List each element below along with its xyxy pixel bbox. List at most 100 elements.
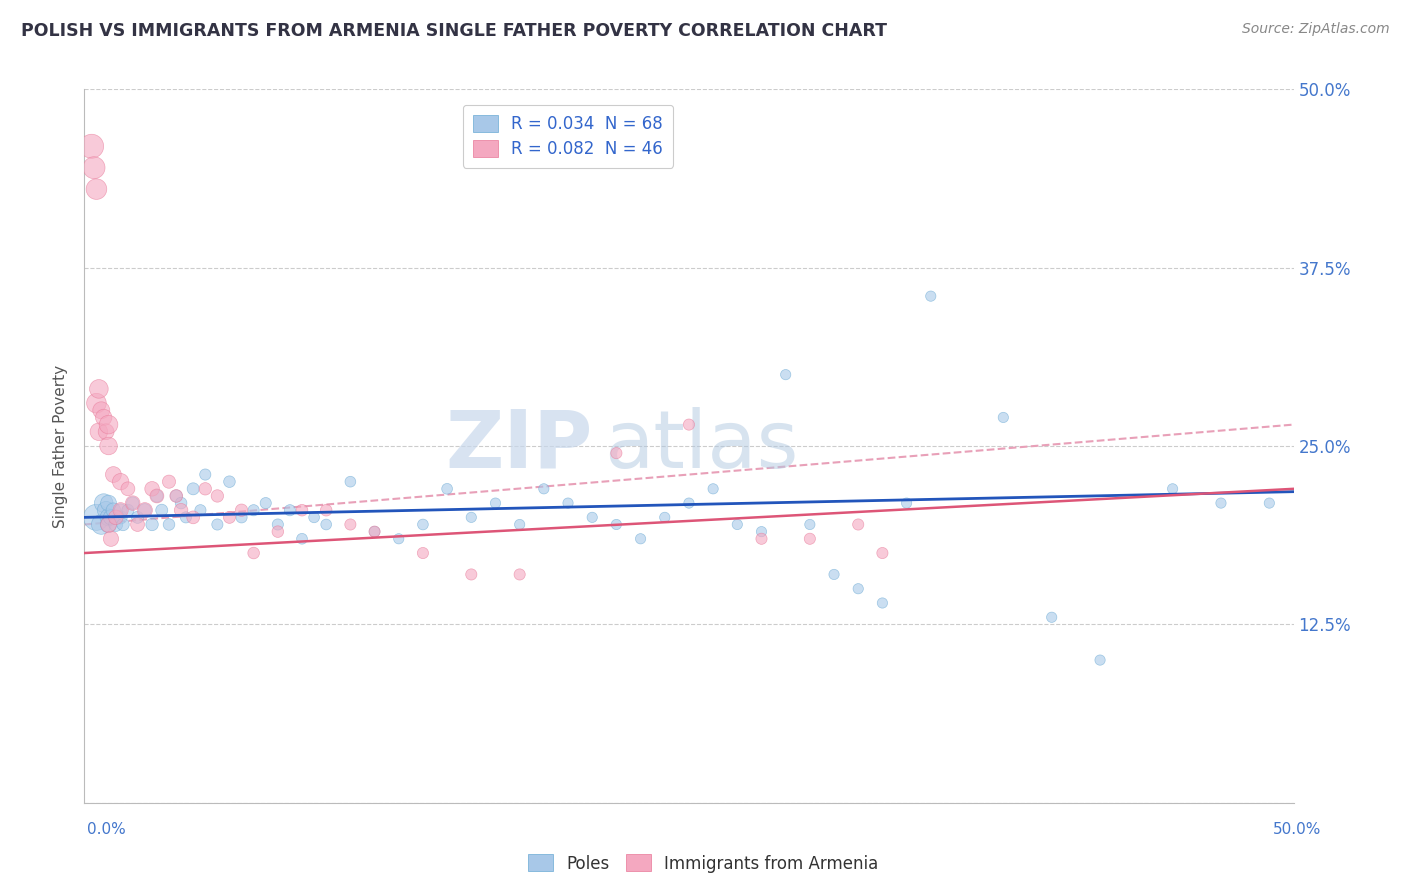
Point: [1258, 496, 1281, 510]
Point: [86, 396, 108, 410]
Point: [94, 425, 117, 439]
Point: [242, 546, 264, 560]
Point: [302, 510, 325, 524]
Point: [100, 532, 122, 546]
Point: [146, 489, 169, 503]
Point: [339, 475, 361, 489]
Point: [1209, 496, 1232, 510]
Point: [231, 510, 253, 524]
Point: [242, 503, 264, 517]
Point: [751, 532, 773, 546]
Point: [267, 524, 290, 539]
Point: [509, 567, 531, 582]
Point: [218, 510, 240, 524]
Point: [363, 524, 385, 539]
Point: [104, 517, 127, 532]
Point: [94, 503, 117, 517]
Point: [181, 510, 204, 524]
Point: [231, 503, 253, 517]
Point: [194, 482, 217, 496]
Point: [112, 517, 135, 532]
Point: [100, 510, 122, 524]
Point: [207, 489, 229, 503]
Point: [605, 517, 627, 532]
Point: [291, 503, 314, 517]
Text: POLISH VS IMMIGRANTS FROM ARMENIA SINGLE FATHER POVERTY CORRELATION CHART: POLISH VS IMMIGRANTS FROM ARMENIA SINGLE…: [21, 22, 887, 40]
Point: [1161, 482, 1184, 496]
Point: [97, 496, 120, 510]
Point: [87, 425, 110, 439]
Point: [363, 524, 385, 539]
Point: [170, 496, 193, 510]
Point: [846, 517, 869, 532]
Point: [993, 410, 1015, 425]
Point: [339, 517, 361, 532]
Point: [846, 582, 869, 596]
Point: [630, 532, 652, 546]
Point: [97, 517, 120, 532]
Point: [165, 489, 187, 503]
Point: [207, 517, 229, 532]
Point: [165, 489, 187, 503]
Point: [134, 503, 156, 517]
Point: [581, 510, 603, 524]
Point: [141, 517, 163, 532]
Point: [291, 532, 314, 546]
Point: [90, 403, 112, 417]
Point: [678, 496, 700, 510]
Point: [93, 410, 115, 425]
Point: [388, 532, 411, 546]
Point: [725, 517, 748, 532]
Point: [896, 496, 918, 510]
Legend: Poles, Immigrants from Armenia: Poles, Immigrants from Armenia: [520, 847, 886, 880]
Point: [110, 503, 132, 517]
Point: [97, 510, 120, 524]
Text: atlas: atlas: [605, 407, 799, 485]
Point: [460, 510, 482, 524]
Point: [103, 503, 125, 517]
Point: [110, 475, 132, 489]
Point: [190, 503, 212, 517]
Point: [315, 503, 337, 517]
Point: [141, 482, 163, 496]
Point: [533, 482, 555, 496]
Point: [412, 546, 434, 560]
Point: [412, 517, 434, 532]
Point: [920, 289, 942, 303]
Point: [218, 475, 240, 489]
Point: [127, 517, 149, 532]
Point: [751, 524, 773, 539]
Point: [150, 503, 173, 517]
Point: [872, 546, 894, 560]
Point: [174, 510, 197, 524]
Point: [86, 182, 108, 196]
Point: [799, 517, 821, 532]
Point: [90, 517, 112, 532]
Point: [194, 467, 217, 482]
Point: [121, 496, 143, 510]
Point: [267, 517, 290, 532]
Point: [605, 446, 627, 460]
Point: [127, 510, 149, 524]
Point: [678, 417, 700, 432]
Point: [80, 139, 103, 153]
Point: [1040, 610, 1063, 624]
Text: 50.0%: 50.0%: [1274, 822, 1322, 837]
Point: [799, 532, 821, 546]
Point: [87, 382, 110, 396]
Point: [557, 496, 579, 510]
Point: [775, 368, 797, 382]
Point: [93, 496, 115, 510]
Point: [436, 482, 458, 496]
Y-axis label: Single Father Poverty: Single Father Poverty: [53, 365, 69, 527]
Point: [97, 439, 120, 453]
Point: [103, 467, 125, 482]
Point: [823, 567, 845, 582]
Point: [315, 517, 337, 532]
Point: [117, 503, 139, 517]
Point: [1088, 653, 1111, 667]
Point: [157, 517, 180, 532]
Point: [702, 482, 724, 496]
Point: [110, 510, 132, 524]
Point: [117, 482, 139, 496]
